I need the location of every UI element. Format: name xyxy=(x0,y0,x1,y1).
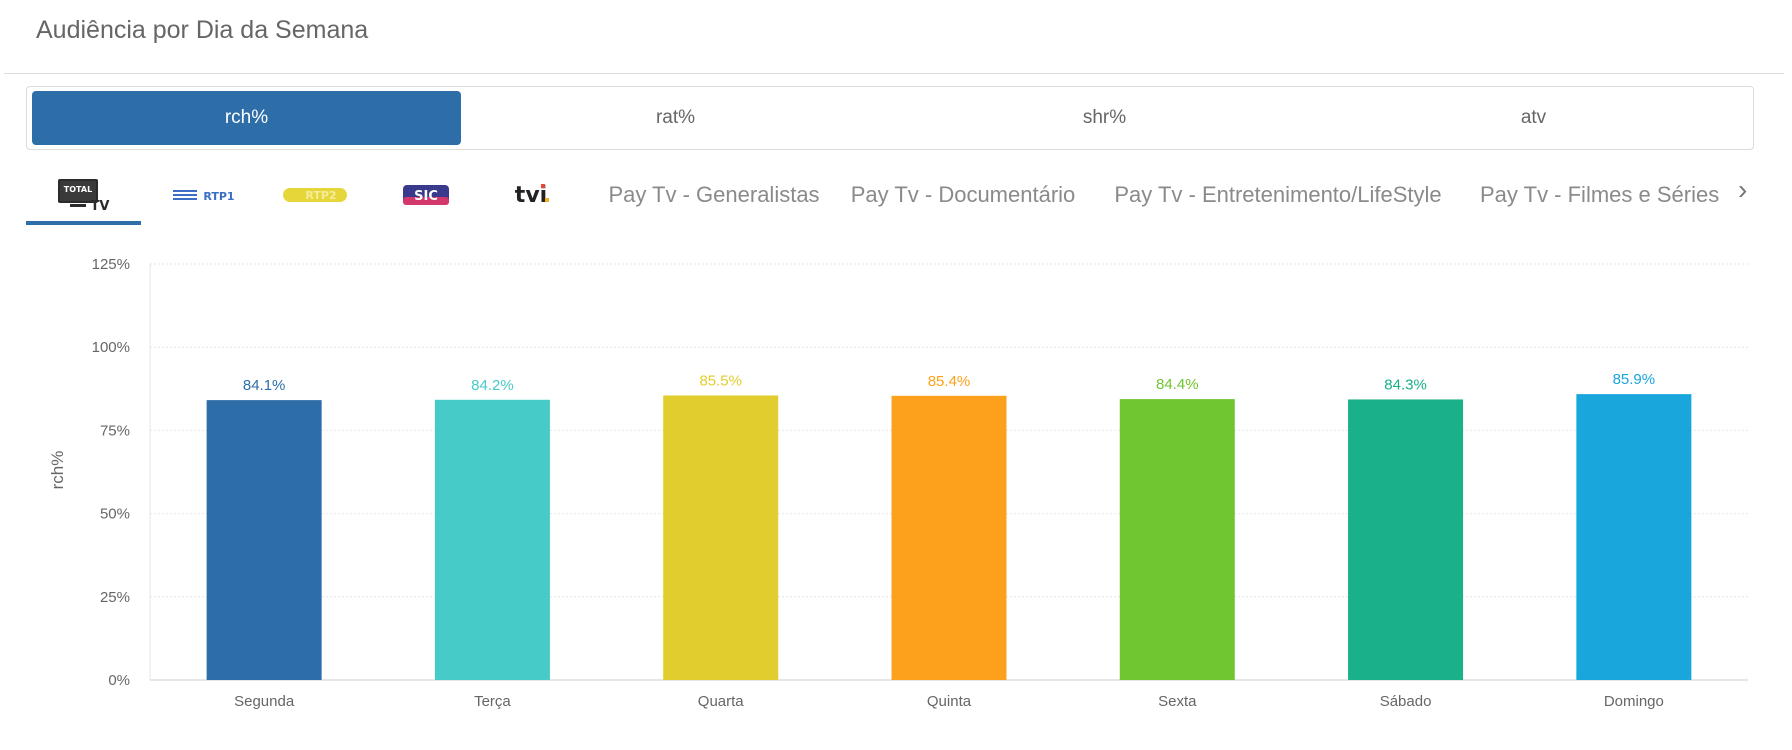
data-label: 84.4% xyxy=(1156,376,1199,393)
data-label: 85.9% xyxy=(1613,371,1656,388)
bar-terça[interactable] xyxy=(434,399,550,680)
tab-shr[interactable]: shr% xyxy=(1082,107,1127,128)
x-axis-labels: Segunda Terça Quarta Quinta Sexta Sábado Domin… xyxy=(234,693,1664,710)
x-tick-label: Terça xyxy=(474,693,511,710)
rtp2-logo: RTP2 xyxy=(283,188,347,202)
tab-total-tv[interactable]: TOTAL TV xyxy=(26,166,141,224)
tab-tvi[interactable]: tvi xyxy=(486,166,576,224)
data-label: 84.3% xyxy=(1384,376,1427,393)
bars xyxy=(206,394,1692,680)
title-divider xyxy=(4,73,1784,74)
data-label: 85.5% xyxy=(699,372,742,389)
y-tick-label: 50% xyxy=(100,506,130,523)
tab-rat[interactable]: rat% xyxy=(655,107,696,128)
y-axis-ticks: 0% 25% 50% 75% 100% 125% xyxy=(92,256,130,689)
bar-segunda[interactable] xyxy=(206,400,322,680)
x-tick-label: Quinta xyxy=(927,693,972,710)
x-tick-label: Segunda xyxy=(234,693,295,710)
sic-logo: SIC xyxy=(403,185,449,205)
x-tick-label: Sexta xyxy=(1158,693,1197,710)
bar-quarta[interactable] xyxy=(663,395,779,680)
tab-pay-tv-entretenimento[interactable]: Pay Tv - Entretenimento/LifeStyle xyxy=(1114,182,1442,207)
y-axis-title: rch% xyxy=(48,451,67,490)
y-tick-label: 0% xyxy=(108,672,130,689)
total-tv-logo-bottom: TV xyxy=(90,199,109,213)
data-label: 84.1% xyxy=(243,377,286,394)
y-tick-label: 100% xyxy=(92,339,130,356)
y-tick-label: 75% xyxy=(100,422,130,439)
tab-pay-tv-documentario[interactable]: Pay Tv - Documentário xyxy=(850,182,1076,207)
rtp2-logo-text: RTP2 xyxy=(305,189,336,202)
channel-tabs: TOTAL TV RTP1 RTP2 xyxy=(26,166,1752,226)
chevron-right-icon[interactable]: › xyxy=(1738,174,1748,205)
bar-domingo[interactable] xyxy=(1576,394,1692,680)
rtp1-logo: RTP1 xyxy=(173,190,235,203)
total-tv-logo: TOTAL TV xyxy=(57,179,109,213)
bar-sábado[interactable] xyxy=(1348,399,1464,680)
bar-sexta[interactable] xyxy=(1119,399,1235,680)
y-tick-label: 125% xyxy=(92,256,130,273)
tab-sic[interactable]: SIC xyxy=(376,166,476,224)
tab-rtp2[interactable]: RTP2 xyxy=(266,166,366,224)
sic-logo-text: SIC xyxy=(414,189,438,204)
metric-tabs: rch% rat% shr% atv xyxy=(26,86,1754,150)
x-tick-label: Domingo xyxy=(1604,693,1664,710)
x-tick-label: Sábado xyxy=(1380,693,1432,710)
tab-pay-tv-generalistas[interactable]: Pay Tv - Generalistas xyxy=(608,182,820,207)
tab-rch[interactable]: rch% xyxy=(32,91,461,145)
data-labels: 84.1% 84.2% 85.5% 85.4% 84.4% 84.3% 85.9% xyxy=(243,371,1655,394)
total-tv-logo-top: TOTAL xyxy=(63,185,91,194)
page-title: Audiência por Dia da Semana xyxy=(36,16,369,44)
tvi-logo: tvi xyxy=(515,183,549,208)
data-label: 84.2% xyxy=(471,377,514,394)
x-tick-label: Quarta xyxy=(698,693,745,710)
rtp1-logo-text: RTP1 xyxy=(203,190,234,203)
data-label: 85.4% xyxy=(928,373,971,390)
tab-pay-tv-filmes-series[interactable]: Pay Tv - Filmes e Séries xyxy=(1480,182,1720,207)
active-tab-underline xyxy=(26,221,141,225)
tab-atv[interactable]: atv xyxy=(1520,107,1547,128)
bar-quinta[interactable] xyxy=(891,395,1007,680)
tab-rtp1[interactable]: RTP1 xyxy=(156,166,256,224)
y-tick-label: 25% xyxy=(100,589,130,606)
